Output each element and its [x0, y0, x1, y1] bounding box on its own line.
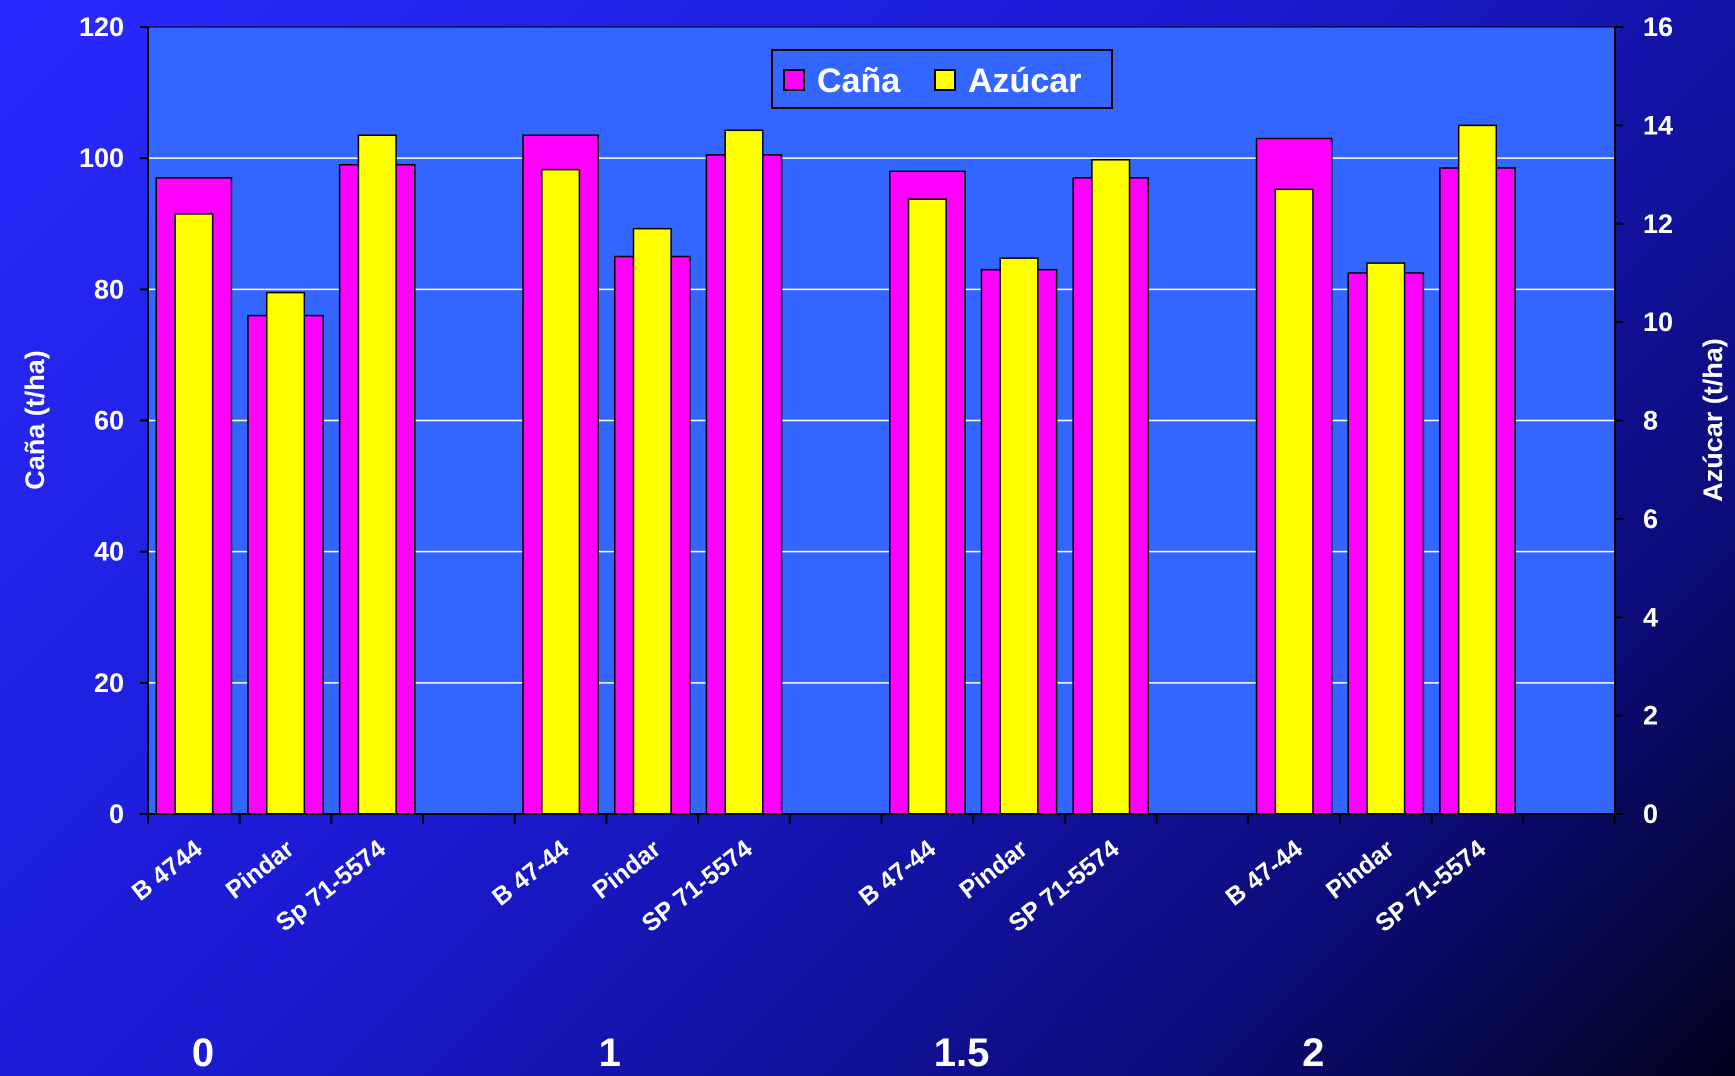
bar-azucar	[174, 213, 214, 815]
right-tick-label: 12	[1643, 209, 1673, 239]
legend-swatch-cana	[783, 69, 805, 91]
left-axis-ticks: 0 20 40 60 80 100 120	[79, 12, 148, 829]
bars	[155, 124, 1516, 815]
group-label: 1.5	[934, 1031, 990, 1075]
right-tick-label: 4	[1643, 602, 1658, 632]
legend: Caña Azúcar	[771, 49, 1113, 109]
right-tick-label: 0	[1643, 799, 1658, 829]
right-tick-label: 10	[1643, 307, 1673, 337]
category-label: Pindar	[954, 834, 1033, 904]
bar-azucar	[541, 168, 581, 815]
category-label: B 47-44	[1220, 835, 1307, 912]
category-label: Pindar	[587, 834, 666, 904]
category-label: B 4744	[127, 835, 208, 907]
left-tick-label: 40	[94, 537, 124, 567]
left-tick-label: 100	[79, 143, 124, 173]
legend-swatch-azucar	[934, 69, 956, 91]
bar-azucar	[1366, 262, 1406, 815]
right-axis-title: Azúcar (t/ha)	[1698, 338, 1728, 502]
group-label: 1	[599, 1031, 621, 1075]
right-tick-label: 16	[1643, 12, 1673, 42]
category-label: B 47-44	[487, 835, 574, 912]
group-labels: 0 1 1.5 2	[192, 1031, 1324, 1075]
bar-azucar	[999, 257, 1039, 815]
category-label: Pindar	[1321, 834, 1400, 904]
category-label: B 47-44	[854, 835, 941, 912]
group-label: 2	[1302, 1031, 1324, 1075]
left-tick-label: 120	[79, 12, 124, 42]
left-tick-label: 0	[109, 799, 124, 829]
category-label: Pindar	[221, 834, 300, 904]
bar-azucar	[632, 227, 672, 815]
bar-azucar	[1274, 188, 1314, 815]
right-tick-label: 2	[1643, 701, 1658, 731]
bar-azucar	[907, 198, 947, 815]
bar-azucar	[1091, 159, 1131, 815]
right-tick-label: 14	[1643, 110, 1673, 140]
group-label: 0	[192, 1031, 214, 1075]
bar-azucar	[724, 129, 764, 815]
right-axis-ticks: 0 2 4 6 8 10 12 14 16	[1615, 12, 1673, 829]
left-axis-title: Caña (t/ha)	[20, 350, 50, 490]
left-tick-label: 60	[94, 406, 124, 436]
bar-azucar	[265, 291, 306, 815]
left-tick-label: 20	[94, 668, 124, 698]
right-tick-label: 6	[1643, 504, 1658, 534]
legend-label-azucar: Azúcar	[968, 62, 1081, 100]
left-tick-label: 80	[94, 274, 124, 304]
right-tick-label: 8	[1643, 406, 1658, 436]
bar-azucar	[1457, 124, 1498, 815]
legend-label-cana: Caña	[817, 62, 901, 100]
bar-azucar	[357, 134, 397, 815]
